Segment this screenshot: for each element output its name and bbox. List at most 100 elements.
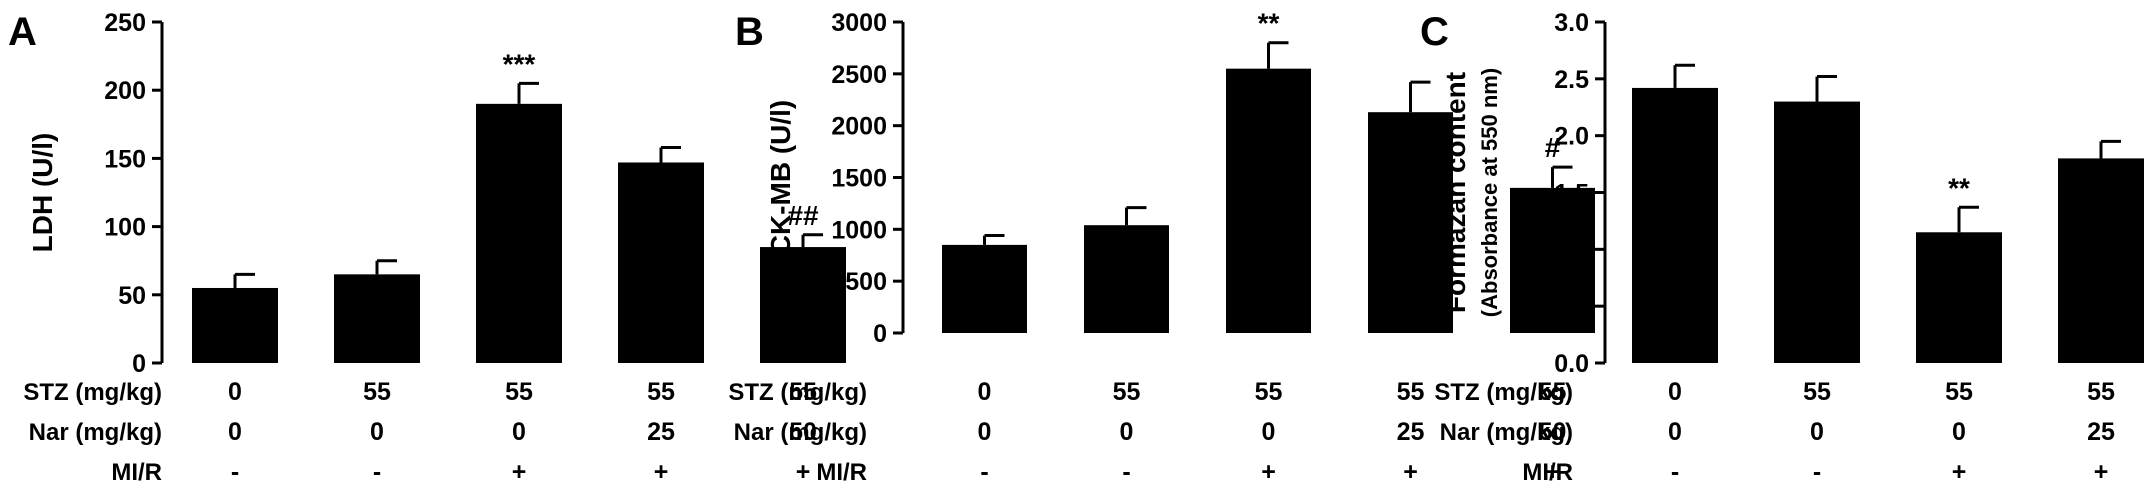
y-tick-label: 2.0	[1554, 123, 1589, 151]
y-tick-label: 500	[845, 268, 887, 296]
y-tick-label: 0	[873, 320, 887, 348]
condition-value: -	[1813, 458, 1821, 486]
bar	[1916, 232, 2002, 363]
condition-value: 25	[2087, 418, 2115, 446]
significance-mark: **	[1258, 8, 1280, 39]
bar	[1226, 68, 1311, 334]
condition-value: +	[654, 458, 669, 486]
condition-value: -	[373, 458, 381, 486]
condition-value: 0	[1952, 418, 1966, 446]
condition-value: 0	[1262, 418, 1276, 446]
bar	[618, 162, 704, 363]
y-tick-label: 2000	[831, 113, 887, 141]
condition-row-label: Nar (mg/kg)	[734, 419, 867, 446]
condition-value: 0	[370, 418, 384, 446]
condition-value: +	[1261, 458, 1276, 486]
y-tick-label: 150	[104, 145, 146, 173]
condition-value: +	[1545, 458, 1560, 486]
chart-panel-c: C 0.0 0.5 1.0 1.5 2.0 2.5 3.0 Formazan content (A…	[1420, 9, 2144, 486]
condition-value: 0	[978, 418, 992, 446]
condition-value: 50	[1539, 418, 1567, 446]
condition-value: +	[796, 458, 811, 486]
bar	[1632, 87, 1718, 363]
condition-value: 55	[1255, 378, 1283, 406]
condition-value: 0	[978, 378, 992, 406]
y-axis-sublabel: (Absorbance at 550 nm)	[1477, 68, 1502, 317]
bar	[476, 103, 562, 363]
condition-value: 55	[1113, 378, 1141, 406]
y-tick-label: 0.5	[1554, 293, 1589, 321]
y-tick-label: 1000	[831, 216, 887, 244]
condition-value: 55	[789, 378, 817, 406]
y-tick-label: 3000	[831, 9, 887, 37]
bar	[334, 274, 420, 363]
condition-row-label: Nar (mg/kg)	[1440, 419, 1573, 446]
panel-letter: A	[8, 10, 37, 54]
y-tick-label: 200	[104, 77, 146, 105]
condition-value: 0	[228, 378, 242, 406]
panel-letter: B	[735, 10, 764, 54]
y-tick-label: 250	[104, 9, 146, 37]
condition-value: +	[2094, 458, 2109, 486]
bar	[2058, 158, 2144, 363]
condition-value: 55	[363, 378, 391, 406]
bar	[942, 244, 1027, 333]
panel-letter: C	[1420, 10, 1449, 54]
condition-value: 55	[647, 378, 675, 406]
y-axis-label: LDH (U/l)	[27, 133, 58, 253]
y-tick-label: 0.0	[1554, 350, 1589, 378]
bar	[1368, 112, 1453, 333]
condition-value: 25	[647, 418, 675, 446]
condition-row-label: MI/R	[1522, 459, 1573, 486]
y-tick-label: 2500	[831, 61, 887, 89]
condition-value: -	[980, 458, 988, 486]
bar	[1510, 187, 1595, 333]
y-tick-label: 2.5	[1554, 66, 1589, 94]
y-tick-label: 100	[104, 214, 146, 242]
condition-row-label: Nar (mg/kg)	[29, 419, 162, 446]
condition-value: 0	[228, 418, 242, 446]
y-tick-label: 0	[132, 350, 146, 378]
condition-value: -	[231, 458, 239, 486]
y-axis-label: CK-MB (U/l)	[765, 100, 796, 256]
condition-row-label: STZ (mg/kg)	[23, 379, 162, 406]
bar	[760, 247, 846, 363]
condition-row-label: STZ (mg/kg)	[728, 379, 867, 406]
condition-value: 0	[1668, 378, 1682, 406]
condition-value: +	[1952, 458, 1967, 486]
condition-value: 0	[512, 418, 526, 446]
y-axis-label: Formazan content	[1440, 72, 1471, 313]
y-tick-label: 1.5	[1554, 180, 1589, 208]
condition-value: 55	[505, 378, 533, 406]
condition-value: 55	[1803, 378, 1831, 406]
bar	[1774, 101, 1860, 364]
bar	[1084, 225, 1169, 333]
significance-mark: #	[1545, 132, 1561, 163]
y-tick-label: 1500	[831, 165, 887, 193]
condition-value: 25	[1397, 418, 1425, 446]
condition-row-label: MI/R	[816, 459, 867, 486]
condition-value: 55	[1945, 378, 1973, 406]
condition-value: 0	[1668, 418, 1682, 446]
significance-mark: ***	[503, 48, 536, 79]
y-tick-label: 50	[118, 282, 146, 310]
condition-value: -	[1671, 458, 1679, 486]
condition-row-label: STZ (mg/kg)	[1434, 379, 1573, 406]
condition-value: 50	[789, 418, 817, 446]
condition-value: 55	[1539, 378, 1567, 406]
condition-value: 55	[1397, 378, 1425, 406]
condition-row-label: MI/R	[111, 459, 162, 486]
condition-value: +	[512, 458, 527, 486]
condition-value: 0	[1120, 418, 1134, 446]
y-tick-label: 1.0	[1554, 236, 1589, 264]
significance-mark: **	[1948, 172, 1970, 203]
condition-value: +	[1403, 458, 1418, 486]
condition-value: 0	[1810, 418, 1824, 446]
y-tick-label: 3.0	[1554, 9, 1589, 37]
condition-value: 55	[2087, 378, 2115, 406]
condition-value: -	[1122, 458, 1130, 486]
significance-mark: ##	[787, 200, 819, 231]
bar	[192, 287, 278, 363]
